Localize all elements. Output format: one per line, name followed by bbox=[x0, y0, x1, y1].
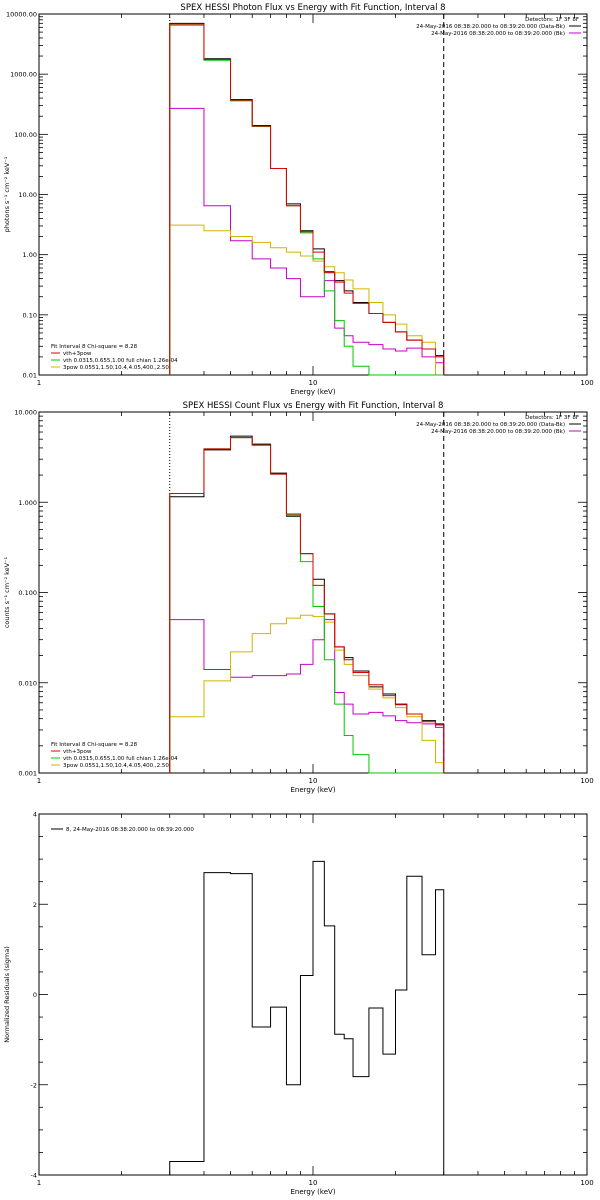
series-line-vth-3pow bbox=[169, 437, 445, 773]
annotation-top-right: 24-May-2016 08:38:20.000 to 08:39:20.000… bbox=[431, 429, 565, 435]
y-tick-label: 100.00 bbox=[14, 131, 37, 139]
x-tick-label: 10 bbox=[309, 777, 318, 785]
y-axis-ticks bbox=[39, 16, 587, 376]
y-tick-label: 0.001 bbox=[18, 770, 37, 778]
y-tick-label: -2 bbox=[31, 1081, 37, 1089]
series-line-3pow bbox=[169, 614, 445, 773]
y-tick-label: 10.000 bbox=[14, 409, 37, 417]
annotation-top-right: 24-May-2016 08:38:20.000 to 08:39:20.000… bbox=[416, 422, 565, 428]
y-tick-label: 10.00 bbox=[18, 191, 37, 199]
x-axis-ticks bbox=[38, 14, 575, 375]
y-tick-label: 0 bbox=[33, 991, 37, 999]
x-axis-label: Energy (keV) bbox=[290, 786, 335, 794]
x-tick-label: 100 bbox=[580, 1179, 593, 1187]
y-axis-ticks bbox=[39, 813, 587, 1176]
y-tick-label: 1.00 bbox=[23, 251, 37, 259]
legend-text: vth 0.0315,0.655,1.00 full chian 1.26e-0… bbox=[63, 358, 178, 364]
y-tick-label: 1.000 bbox=[18, 499, 37, 507]
y-tick-label: 0.010 bbox=[18, 679, 37, 687]
legend-text: 3pow 0.0551,1.50,10.4,4.05,400.,2.50 bbox=[63, 763, 169, 769]
y-axis-label: photons s⁻¹ cm⁻² keV⁻¹ bbox=[3, 156, 11, 232]
annotation-top-right: Detectors: 1F 3F 8F bbox=[525, 17, 579, 23]
x-tick-label: 10 bbox=[309, 1179, 318, 1187]
y-tick-label: 2 bbox=[33, 901, 37, 909]
x-axis-ticks bbox=[38, 412, 575, 773]
series-line-bk bbox=[169, 619, 445, 773]
y-tick-label: 0.100 bbox=[18, 589, 37, 597]
x-tick-label: 1 bbox=[37, 1179, 41, 1187]
legend-text: 8, 24-May-2016 08:38:20.000 to 08:39:20.… bbox=[66, 827, 194, 833]
y-tick-label: 0.01 bbox=[23, 372, 37, 380]
series-line-3pow bbox=[169, 224, 444, 376]
series-line-vth bbox=[169, 437, 444, 774]
x-axis-label: Energy (keV) bbox=[290, 1188, 335, 1196]
legend-text: 3pow 0.0551,1.50,10.4,4.05,400.,2.50 bbox=[63, 365, 169, 371]
x-tick-label: 100 bbox=[580, 777, 593, 785]
series-line-data-bk bbox=[169, 22, 445, 375]
y-axis-ticks bbox=[39, 415, 587, 774]
annotation-top-right: 24-May-2016 08:38:20.000 to 08:39:20.000… bbox=[416, 24, 565, 30]
series-line-8-24-may-2016-08-38-20-000-to-08-39-20-000 bbox=[169, 860, 445, 1175]
x-axis-ticks bbox=[38, 814, 575, 1175]
legend-text: vth+3pow bbox=[63, 351, 92, 357]
x-tick-label: 100 bbox=[580, 379, 593, 387]
series-line-vth bbox=[169, 24, 444, 376]
plot-frame bbox=[38, 13, 588, 376]
series-line-data-bk bbox=[169, 435, 445, 773]
legend-text: Fit Interval 8 Chi-square = 8.28 bbox=[51, 344, 138, 350]
x-tick-label: 1 bbox=[37, 777, 41, 785]
legend-text: vth+3pow bbox=[63, 749, 92, 755]
legend-text: Fit Interval 8 Chi-square = 8.28 bbox=[51, 742, 138, 748]
series-line-bk bbox=[169, 107, 445, 375]
chart-title: SPEX HESSI Photon Flux vs Energy with Fi… bbox=[180, 3, 445, 13]
x-tick-label: 10 bbox=[309, 379, 318, 387]
annotation-top-right: 24-May-2016 08:38:20.000 to 08:39:20.000… bbox=[431, 31, 565, 37]
x-tick-label: 1 bbox=[37, 379, 41, 387]
y-tick-label: 1000.00 bbox=[10, 71, 37, 79]
chart-title: SPEX HESSI Count Flux vs Energy with Fit… bbox=[183, 401, 444, 411]
annotation-top-right: Detectors: 1F 3F 8F bbox=[525, 415, 579, 421]
legend-text: vth 0.0315,0.655,1.00 full chian 1.26e-0… bbox=[63, 756, 178, 762]
y-tick-label: 4 bbox=[33, 811, 37, 819]
series-line-vth-3pow bbox=[169, 23, 445, 375]
y-axis-label: Normalized Residuals (sigma) bbox=[3, 946, 11, 1043]
y-tick-label: 10000.00 bbox=[6, 11, 37, 19]
y-tick-label: 0.10 bbox=[23, 311, 37, 319]
x-axis-label: Energy (keV) bbox=[290, 388, 335, 396]
chart-panel-3: 1 10 100 Energy (keV) -4 -2 0 2 4 Normalized Resi… bbox=[3, 811, 594, 1197]
chart-panel-1: SPEX HESSI Photon Flux vs Energy with Fi… bbox=[3, 3, 594, 396]
y-axis-label: counts s⁻¹ cm⁻² keV⁻¹ bbox=[3, 556, 11, 628]
chart-panel-2: SPEX HESSI Count Flux vs Energy with Fit… bbox=[3, 401, 594, 794]
y-tick-label: -4 bbox=[31, 1172, 37, 1180]
